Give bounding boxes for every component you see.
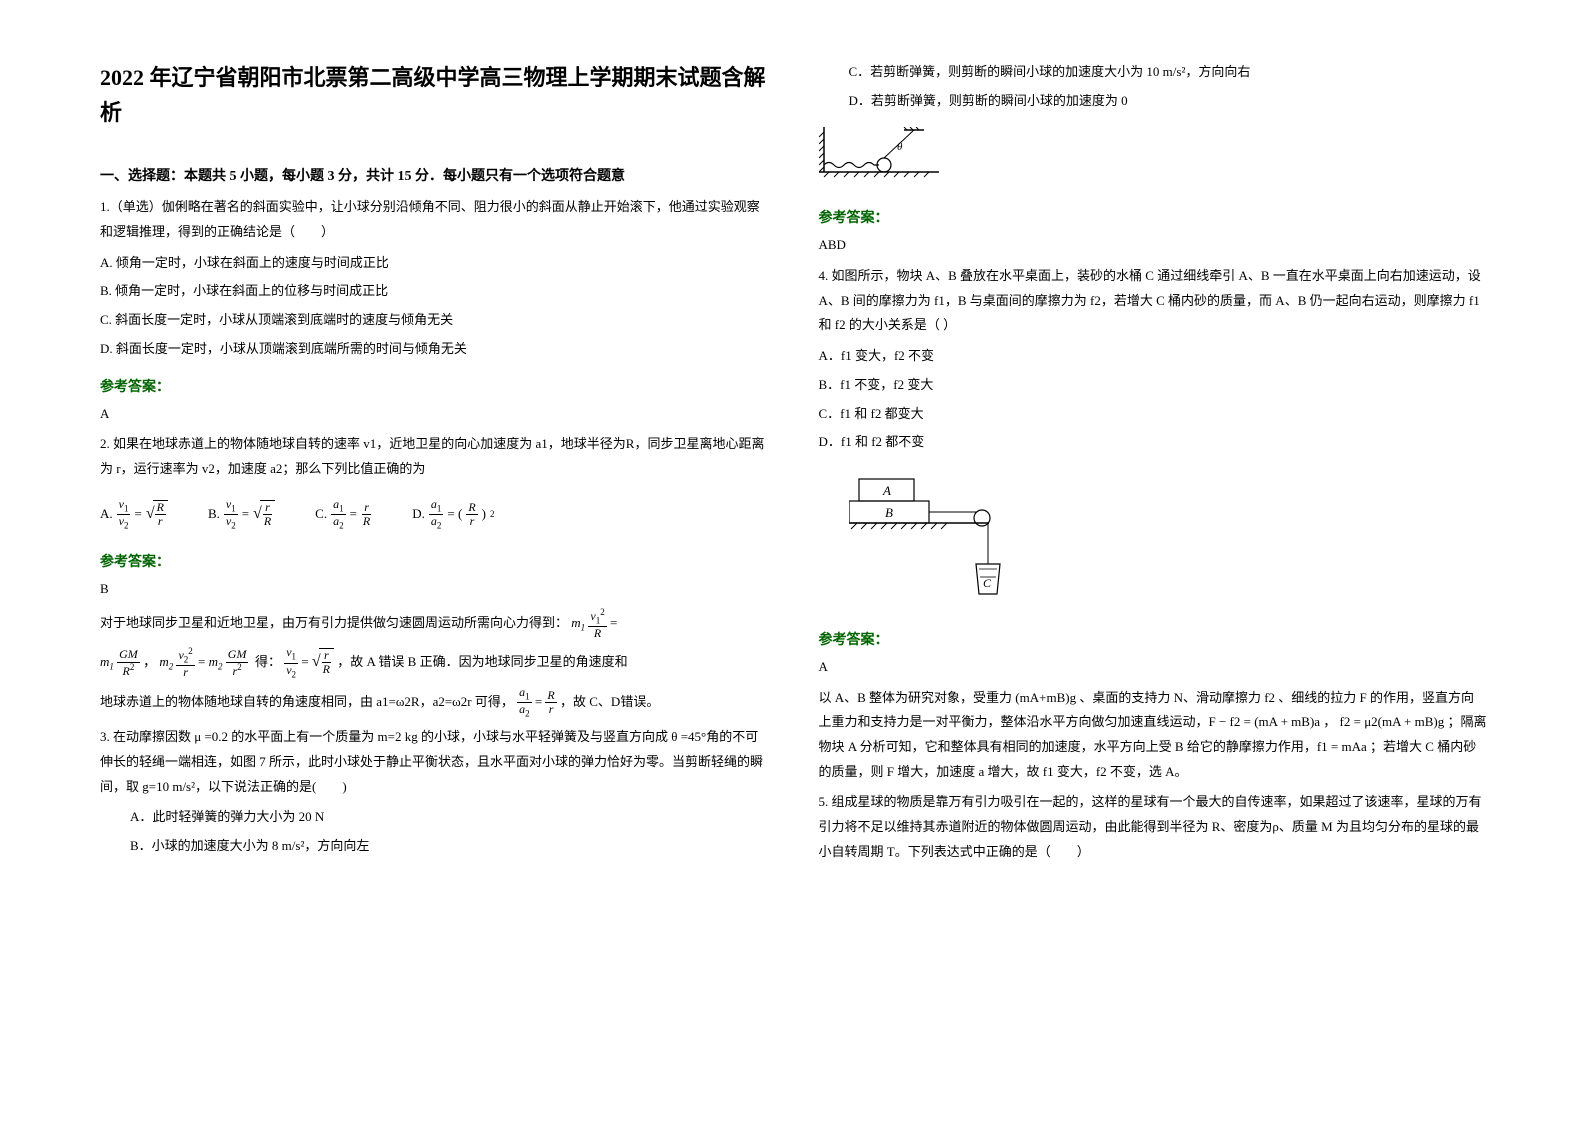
q4-option-d: D．f1 和 f2 都不变 bbox=[819, 430, 1488, 455]
q3-answer-label: 参考答案： bbox=[819, 207, 1488, 227]
q2-answer-label: 参考答案： bbox=[100, 551, 769, 571]
q3-option-a: A．此时轻弹簧的弹力大小为 20 N bbox=[100, 805, 769, 830]
q2-options-row: A. v1v2 = Rr B. v1v2 = rR C. a1a2 = rR D… bbox=[100, 498, 769, 532]
q1-answer-label: 参考答案： bbox=[100, 376, 769, 396]
q1-option-a: A. 倾角一定时，小球在斜面上的速度与时间成正比 bbox=[100, 251, 769, 276]
q2-answer: B bbox=[100, 577, 769, 602]
q2-explain-line3: 地球赤道上的物体随地球自转的角速度相同，由 a1=ω2R，a2=ω2r 可得， … bbox=[100, 686, 769, 720]
svg-text:B: B bbox=[885, 505, 893, 520]
q1-answer: A bbox=[100, 402, 769, 427]
q5-stem: 5. 组成星球的物质是靠万有引力吸引在一起的，这样的星球有一个最大的自传速率，如… bbox=[819, 790, 1488, 864]
q3-answer: ABD bbox=[819, 233, 1488, 258]
q4-answer-label: 参考答案： bbox=[819, 629, 1488, 649]
q2-explain-text3: 地球赤道上的物体随地球自转的角速度相同，由 a1=ω2R，a2=ω2r 可得， bbox=[100, 694, 514, 709]
q2-option-d: D. a1a2 = (Rr)2 bbox=[412, 498, 494, 532]
q1-stem: 1.（单选）伽俐略在著名的斜面实验中，让小球分别沿倾角不同、阻力很小的斜面从静止… bbox=[100, 195, 769, 244]
q4-answer: A bbox=[819, 655, 1488, 680]
q2-option-b: B. v1v2 = rR bbox=[208, 498, 275, 532]
section1-heading: 一、选择题：本题共 5 小题，每小题 3 分，共计 15 分．每小题只有一个选项… bbox=[100, 165, 769, 185]
svg-text:θ: θ bbox=[897, 141, 903, 153]
q2-explain-text4: ，故 C、D错误。 bbox=[560, 694, 659, 709]
svg-text:A: A bbox=[882, 483, 891, 498]
exam-title: 2022 年辽宁省朝阳市北票第二高级中学高三物理上学期期末试题含解析 bbox=[100, 60, 769, 130]
q2-stem: 2. 如果在地球赤道上的物体随地球自转的速率 v1，近地卫星的向心加速度为 a1… bbox=[100, 432, 769, 481]
q4-option-c: C．f1 和 f2 都变大 bbox=[819, 402, 1488, 427]
left-column: 2022 年辽宁省朝阳市北票第二高级中学高三物理上学期期末试题含解析 一、选择题… bbox=[100, 60, 769, 1062]
q3-option-b: B．小球的加速度大小为 8 m/s²，方向向左 bbox=[100, 834, 769, 859]
q2-explain-line2: m1 GMR2 ， m2 v22r = m2 GMr2 得： v1v2 = rR… bbox=[100, 646, 769, 680]
svg-text:C: C bbox=[983, 576, 992, 590]
q3-option-c: C．若剪断弹簧，则剪断的瞬间小球的加速度大小为 10 m/s²，方向向右 bbox=[819, 60, 1488, 85]
q1-option-b: B. 倾角一定时，小球在斜面上的位移与时间成正比 bbox=[100, 279, 769, 304]
q2-explain-text1: 对于地球同步卫星和近地卫星，由万有引力提供做匀速圆周运动所需向心力得到： bbox=[100, 615, 568, 630]
q2-option-c: C. a1a2 = rR bbox=[315, 498, 372, 532]
q4-option-a: A．f1 变大，f2 不变 bbox=[819, 344, 1488, 369]
q2-explain-text2: ，故 A 错误 B 正确．因为地球同步卫星的角速度和 bbox=[337, 654, 627, 669]
q4-option-b: B．f1 不变，f2 变大 bbox=[819, 373, 1488, 398]
q4-explain: 以 A、B 整体为研究对象，受重力 (mA+mB)g 、桌面的支持力 N、滑动摩… bbox=[819, 686, 1488, 785]
q2-explain: 对于地球同步卫星和近地卫星，由万有引力提供做匀速圆周运动所需向心力得到： m1 … bbox=[100, 608, 769, 640]
q1-option-c: C. 斜面长度一定时，小球从顶端滚到底端时的速度与倾角无关 bbox=[100, 308, 769, 333]
q4-figure: A B C bbox=[849, 469, 1019, 609]
q2-option-a: A. v1v2 = Rr bbox=[100, 498, 168, 532]
q3-figure: θ bbox=[819, 127, 959, 187]
q3-option-d: D．若剪断弹簧，则剪断的瞬间小球的加速度为 0 bbox=[819, 89, 1488, 114]
q4-stem: 4. 如图所示，物块 A、B 叠放在水平桌面上，装砂的水桶 C 通过细线牵引 A… bbox=[819, 264, 1488, 338]
right-column: C．若剪断弹簧，则剪断的瞬间小球的加速度大小为 10 m/s²，方向向右 D．若… bbox=[819, 60, 1488, 1062]
q1-option-d: D. 斜面长度一定时，小球从顶端滚到底端所需的时间与倾角无关 bbox=[100, 337, 769, 362]
q3-stem: 3. 在动摩擦因数 μ =0.2 的水平面上有一个质量为 m=2 kg 的小球，… bbox=[100, 725, 769, 799]
